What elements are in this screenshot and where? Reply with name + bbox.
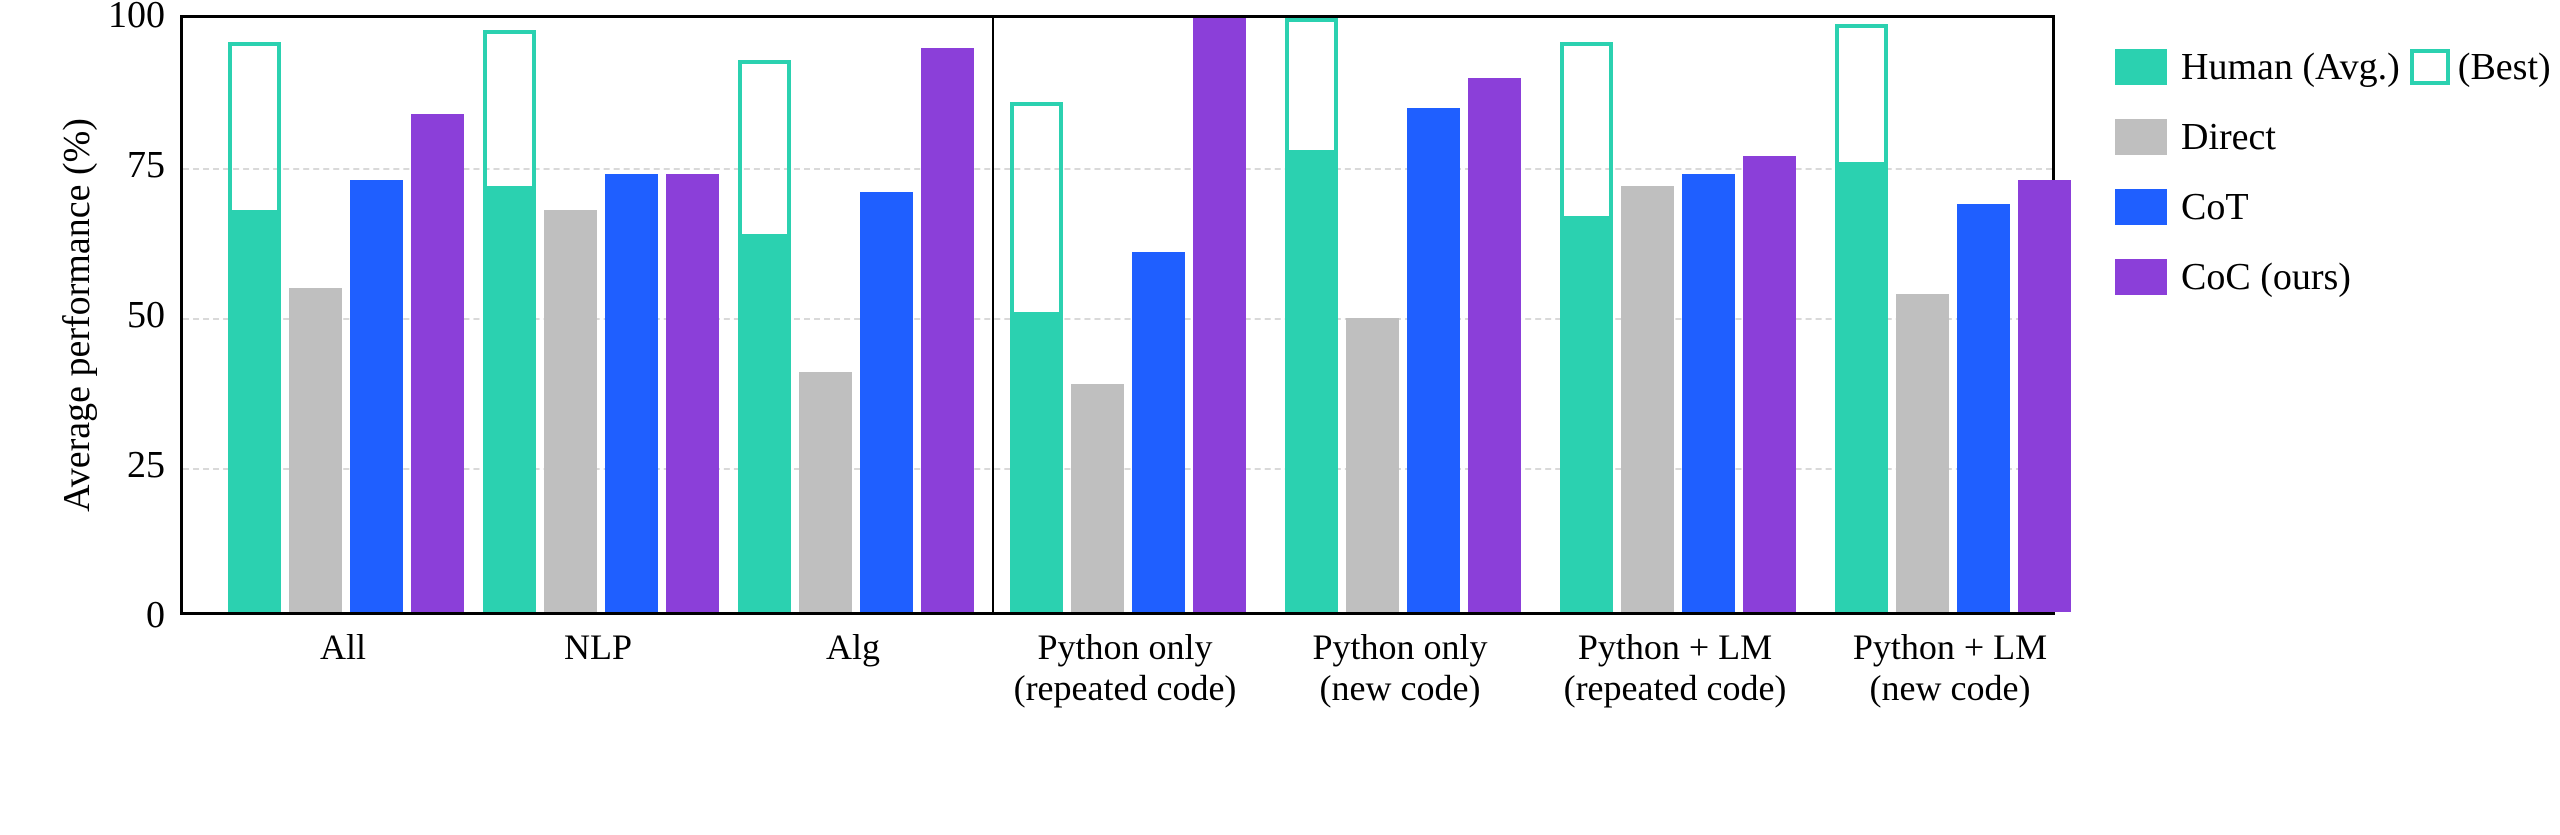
bar-human-avg: [1560, 216, 1613, 612]
bar-coc: [1468, 78, 1521, 612]
legend-row: CoT: [2115, 185, 2551, 229]
bar-coc: [1743, 156, 1796, 612]
x-tick-label-line: Alg: [703, 627, 1003, 668]
y-axis-label: Average performance (%): [55, 65, 99, 565]
bar-coc: [666, 174, 719, 612]
bar-cot: [605, 174, 658, 612]
bar-cot: [1957, 204, 2010, 612]
legend-swatch: [2115, 259, 2167, 295]
legend-label: Direct: [2181, 115, 2276, 159]
legend-label: (Best): [2458, 45, 2551, 89]
bar-direct: [799, 372, 852, 612]
bar-cot: [860, 192, 913, 612]
legend-label: CoT: [2181, 185, 2249, 229]
x-tick-label-line: Python only: [975, 627, 1275, 668]
x-tick-label: Alg: [703, 627, 1003, 668]
x-tick-label-line: (new code): [1250, 668, 1550, 709]
legend-swatch: [2115, 119, 2167, 155]
legend-swatch-human-avg: [2115, 49, 2167, 85]
legend-label: Human (Avg.): [2181, 45, 2400, 89]
y-tick-label: 0: [90, 593, 165, 637]
bar-direct: [544, 210, 597, 612]
x-tick-label: Python + LM(repeated code): [1525, 627, 1825, 710]
group-divider: [992, 18, 994, 612]
bar-coc: [2018, 180, 2071, 612]
y-tick-label: 75: [90, 143, 165, 187]
bar-direct: [289, 288, 342, 612]
x-tick-label: Python only(repeated code): [975, 627, 1275, 710]
bar-human-avg: [738, 234, 791, 612]
bar-human-avg: [1010, 312, 1063, 612]
bar-direct: [1621, 186, 1674, 612]
y-tick-label: 100: [90, 0, 165, 37]
bar-cot: [350, 180, 403, 612]
bar-direct: [1346, 318, 1399, 612]
y-tick-label: 25: [90, 443, 165, 487]
legend-label: CoC (ours): [2181, 255, 2351, 299]
bar-human-avg: [1285, 150, 1338, 612]
legend-swatch: [2115, 189, 2167, 225]
x-tick-label: Python + LM(new code): [1800, 627, 2100, 710]
legend-row: Human (Avg.) (Best): [2115, 45, 2551, 89]
x-tick-label-line: (new code): [1800, 668, 2100, 709]
x-tick-label-line: Python + LM: [1525, 627, 1825, 668]
bar-human-avg: [1835, 162, 1888, 612]
legend-row: Direct: [2115, 115, 2551, 159]
x-tick-label-line: (repeated code): [1525, 668, 1825, 709]
x-tick-label-line: (repeated code): [975, 668, 1275, 709]
legend-row: CoC (ours): [2115, 255, 2551, 299]
bar-coc: [1193, 18, 1246, 612]
bar-coc: [921, 48, 974, 612]
y-tick-label: 50: [90, 293, 165, 337]
x-tick-label-line: Python + LM: [1800, 627, 2100, 668]
bar-cot: [1682, 174, 1735, 612]
bar-direct: [1071, 384, 1124, 612]
legend: Human (Avg.) (Best) Direct CoT CoC (ours): [2115, 45, 2551, 325]
bar-cot: [1407, 108, 1460, 612]
plot-area: [180, 15, 2055, 615]
bar-cot: [1132, 252, 1185, 612]
bar-human-avg: [228, 210, 281, 612]
bar-human-avg: [483, 186, 536, 612]
bar-direct: [1896, 294, 1949, 612]
legend-swatch-human-best: [2410, 49, 2450, 85]
x-tick-label-line: Python only: [1250, 627, 1550, 668]
bar-coc: [411, 114, 464, 612]
x-tick-label: Python only(new code): [1250, 627, 1550, 710]
